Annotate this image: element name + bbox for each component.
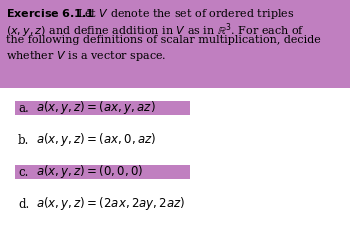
Text: $(x, y, z)$ and define addition in $V$ as in $\mathbb{R}^3$. For each of: $(x, y, z)$ and define addition in $V$ a…: [6, 21, 305, 40]
FancyBboxPatch shape: [0, 0, 350, 88]
FancyBboxPatch shape: [15, 165, 190, 179]
Text: a.: a.: [18, 101, 29, 114]
Text: $a(x, y, z) = (ax, 0, az)$: $a(x, y, z) = (ax, 0, az)$: [36, 131, 156, 148]
Text: whether $V$ is a vector space.: whether $V$ is a vector space.: [6, 49, 166, 63]
Text: $a(x, y, z) = (0, 0, 0)$: $a(x, y, z) = (0, 0, 0)$: [36, 164, 144, 181]
Text: $a(x, y, z) = (ax, y, az)$: $a(x, y, z) = (ax, y, az)$: [36, 100, 156, 117]
Text: c.: c.: [18, 165, 28, 178]
FancyBboxPatch shape: [15, 101, 190, 115]
Text: d.: d.: [18, 198, 29, 211]
Text: $a(x, y, z) = (2ax, 2ay, 2az)$: $a(x, y, z) = (2ax, 2ay, 2az)$: [36, 195, 185, 212]
Text: b.: b.: [18, 134, 29, 147]
Text: Let $V$ denote the set of ordered triples: Let $V$ denote the set of ordered triple…: [77, 7, 295, 21]
Text: $\mathbf{Exercise\ 6.1.1}$: $\mathbf{Exercise\ 6.1.1}$: [6, 7, 95, 19]
Text: the following definitions of scalar multiplication, decide: the following definitions of scalar mult…: [6, 35, 321, 45]
